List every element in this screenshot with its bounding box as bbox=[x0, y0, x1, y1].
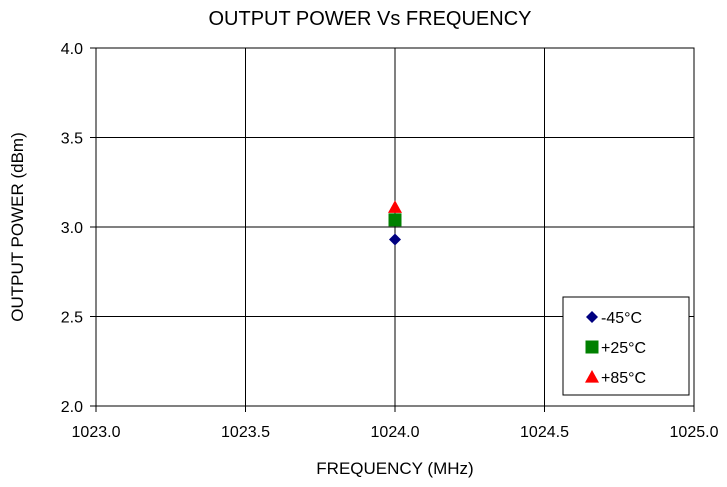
chart-title: OUTPUT POWER Vs FREQUENCY bbox=[209, 8, 532, 30]
legend: -45°C +25°C +85°C bbox=[562, 296, 690, 396]
x-tick-label: 1023.0 bbox=[72, 424, 121, 441]
y-tick-label: 2.0 bbox=[61, 399, 83, 416]
y-tick-label: 3.0 bbox=[61, 220, 83, 237]
y-tick-label: 3.5 bbox=[61, 131, 83, 148]
y-tick-labels: 2.0 2.5 3.0 3.5 4.0 bbox=[61, 41, 83, 416]
legend-marker bbox=[586, 311, 598, 323]
legend-label: -45°C bbox=[601, 310, 642, 327]
legend-marker bbox=[585, 340, 599, 354]
data-point bbox=[389, 233, 401, 246]
y-axis-label: OUTPUT POWER (dBm) bbox=[8, 132, 27, 322]
data-point bbox=[388, 213, 402, 227]
legend-box bbox=[562, 296, 690, 396]
x-tick-label: 1024.5 bbox=[520, 424, 569, 441]
y-tick-label: 4.0 bbox=[61, 41, 83, 58]
legend-label: +25°C bbox=[601, 340, 646, 357]
axis-ticks bbox=[90, 47, 695, 412]
data-points bbox=[388, 200, 402, 246]
gridlines bbox=[96, 48, 694, 406]
x-tick-label: 1025.0 bbox=[670, 424, 719, 441]
x-tick-label: 1024.0 bbox=[371, 424, 420, 441]
x-axis-label: FREQUENCY (MHz) bbox=[316, 459, 473, 478]
x-tick-label: 1023.5 bbox=[221, 424, 270, 441]
plot-area: 1023.0 1023.5 1024.0 1024.5 1025.0 2.0 2.5 3.0… bbox=[61, 41, 719, 441]
y-tick-label: 2.5 bbox=[61, 310, 83, 327]
data-point bbox=[388, 200, 402, 213]
legend-marker bbox=[585, 370, 599, 383]
x-tick-labels: 1023.0 1023.5 1024.0 1024.5 1025.0 bbox=[72, 424, 719, 441]
legend-label: +85°C bbox=[601, 370, 646, 387]
